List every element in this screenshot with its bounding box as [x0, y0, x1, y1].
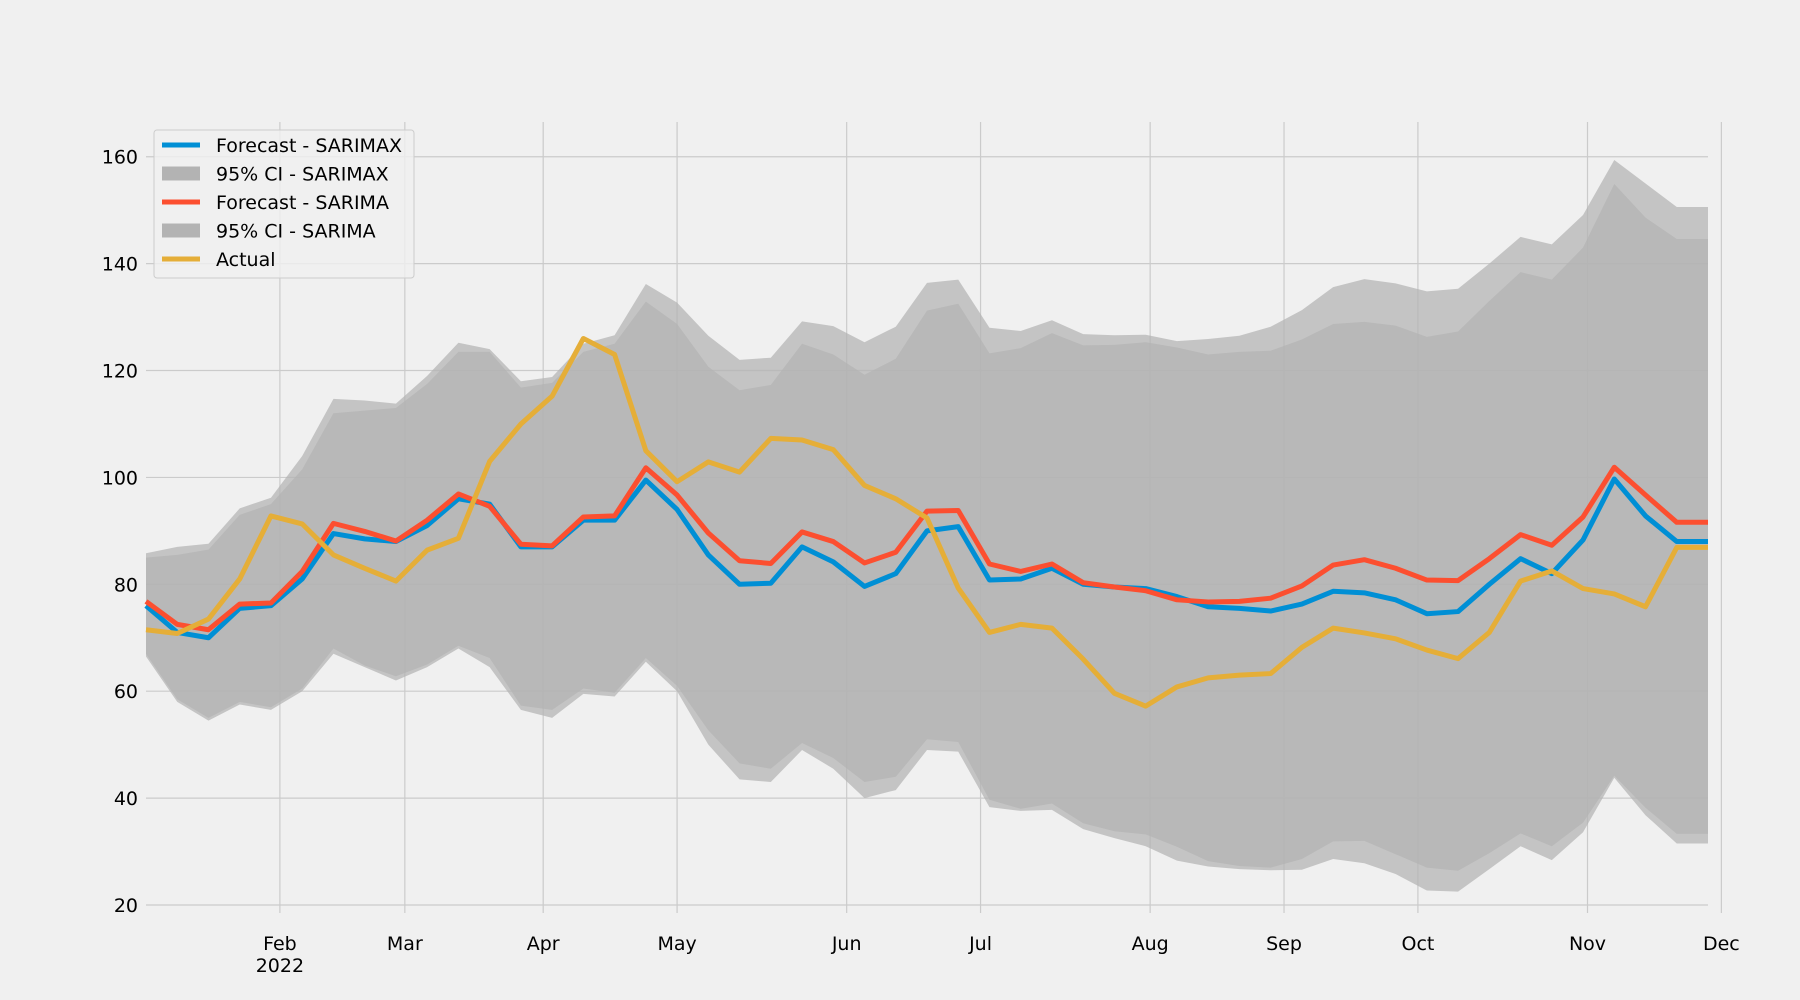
y-tick-label: 20 [114, 895, 138, 917]
legend-label-0: Forecast - SARIMAX [216, 135, 402, 157]
x-tick-sublabel: 2022 [256, 955, 304, 977]
y-tick-label: 80 [114, 574, 138, 596]
ci-band-3 [146, 184, 1708, 871]
legend-box [153, 129, 415, 279]
x-tick-label: Sep [1266, 933, 1302, 955]
ci-bands [146, 159, 1708, 892]
legend-items: Forecast - SARIMAX 95% CI - SARIMAX Foreca… [162, 135, 402, 271]
y-tick-label: 120 [102, 361, 138, 383]
x-tick-label: Oct [1401, 933, 1434, 955]
x-tick-label: Jul [968, 933, 992, 955]
series-line-4 [145, 335, 1708, 709]
x-tick-label: May [657, 933, 696, 955]
x-tick-label: Dec [1703, 933, 1740, 955]
x-tick-label: Apr [527, 933, 560, 955]
x-tick-label: Mar [387, 933, 423, 955]
x-tick-label: Nov [1569, 933, 1606, 955]
y-axis: 20 40 60 80 100 120 140 160 [102, 147, 138, 917]
series-line-2 [144, 464, 1708, 633]
legend-label-3: 95% CI - SARIMA [216, 221, 376, 243]
y-tick-label: 40 [114, 788, 138, 810]
y-tick-label: 100 [102, 467, 138, 489]
legend-swatch-3 [162, 223, 200, 238]
legend-swatch-1 [162, 166, 200, 181]
series-lines [144, 335, 1708, 709]
legend-label-4: Actual [216, 249, 276, 271]
y-tick-label: 140 [102, 254, 138, 276]
legend: Forecast - SARIMAX 95% CI - SARIMAX Foreca… [153, 129, 415, 279]
y-tick-label: 160 [102, 147, 138, 169]
y-tick-label: 60 [114, 681, 138, 703]
x-tick-label: Aug [1132, 933, 1169, 955]
legend-label-2: Forecast - SARIMA [216, 192, 389, 214]
x-tick-label: Feb [263, 933, 297, 955]
legend-label-1: 95% CI - SARIMAX [216, 164, 389, 186]
x-tick-label: Jun [831, 933, 862, 955]
